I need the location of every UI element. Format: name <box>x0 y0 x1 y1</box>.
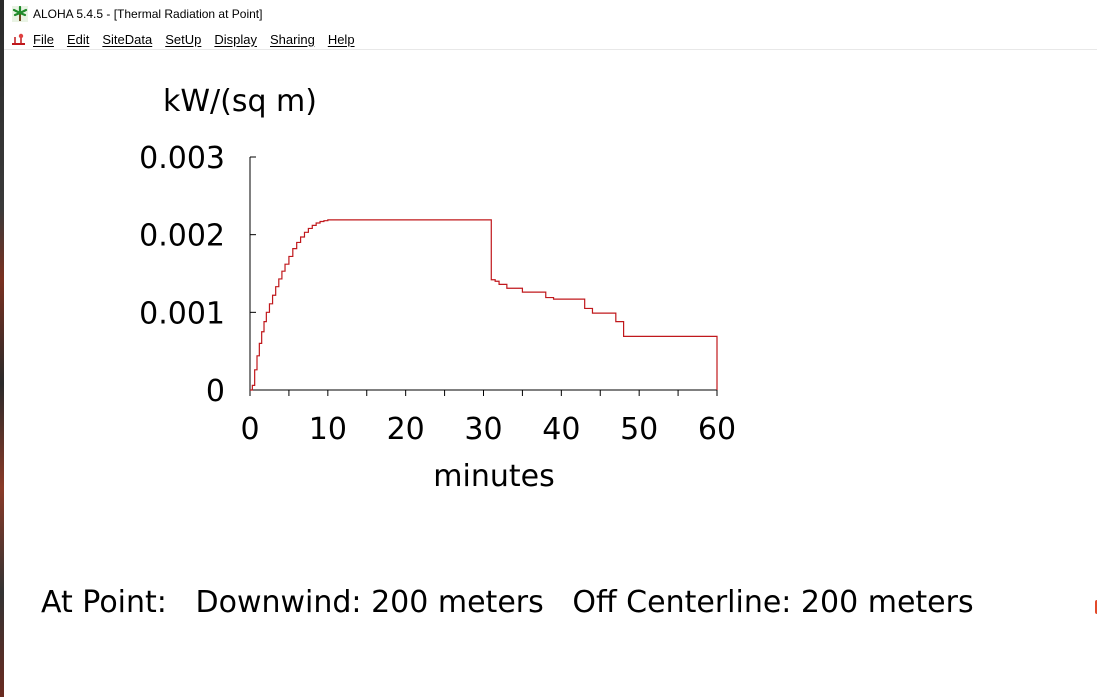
window-title: ALOHA 5.4.5 - [Thermal Radiation at Poin… <box>33 7 263 21</box>
menu-setup[interactable]: SetUp <box>165 31 202 47</box>
thermal-radiation-chart: kW/(sq m) minutes 0 10 20 30 40 50 60 0 0.001 0.0… <box>139 84 736 494</box>
downwind-distance: Downwind: 200 meters <box>195 585 544 620</box>
off-centerline-distance: Off Centerline: 200 meters <box>572 585 974 620</box>
menu-display[interactable]: Display <box>214 31 257 47</box>
x-tick-label: 60 <box>698 412 736 447</box>
menu-sharing[interactable]: Sharing <box>270 31 315 47</box>
document-system-icon[interactable] <box>11 32 27 46</box>
menu-file[interactable]: File <box>33 31 54 47</box>
y-tick-label: 0.001 <box>139 296 225 331</box>
y-tick-label: 0 <box>206 374 225 409</box>
at-point-info: At Point: Downwind: 200 meters Off Cente… <box>41 585 974 620</box>
x-tick-label: 50 <box>620 412 658 447</box>
x-tick-label: 30 <box>464 412 502 447</box>
menu-bar: File Edit SiteData SetUp Display Sharing… <box>4 29 1097 50</box>
x-tick-label: 0 <box>240 412 259 447</box>
at-point-label: At Point: <box>41 585 167 620</box>
x-tick-label: 40 <box>542 412 580 447</box>
y-tick-label: 0.003 <box>139 141 225 176</box>
edge-indicator <box>1095 600 1097 614</box>
title-bar[interactable]: ALOHA 5.4.5 - [Thermal Radiation at Poin… <box>4 0 1097 28</box>
app-window: ALOHA 5.4.5 - [Thermal Radiation at Poin… <box>4 0 1097 697</box>
menu-edit[interactable]: Edit <box>66 31 90 47</box>
menu-sitedata[interactable]: SiteData <box>102 31 153 47</box>
y-tick-label: 0.002 <box>139 219 225 254</box>
desktop-background-strip <box>0 0 4 697</box>
x-axis-label: minutes <box>433 459 554 494</box>
x-tick-label: 10 <box>309 412 347 447</box>
y-axis-label: kW/(sq m) <box>163 84 317 119</box>
radiation-series-line <box>250 219 718 391</box>
chart-axes <box>249 157 717 391</box>
chart-ticks: 0 10 20 30 40 50 60 0 0.001 0.002 0.003 <box>139 141 736 447</box>
menu-help[interactable]: Help <box>327 31 355 47</box>
x-tick-label: 20 <box>387 412 425 447</box>
palm-tree-icon <box>12 6 28 22</box>
chart-series <box>250 219 718 391</box>
